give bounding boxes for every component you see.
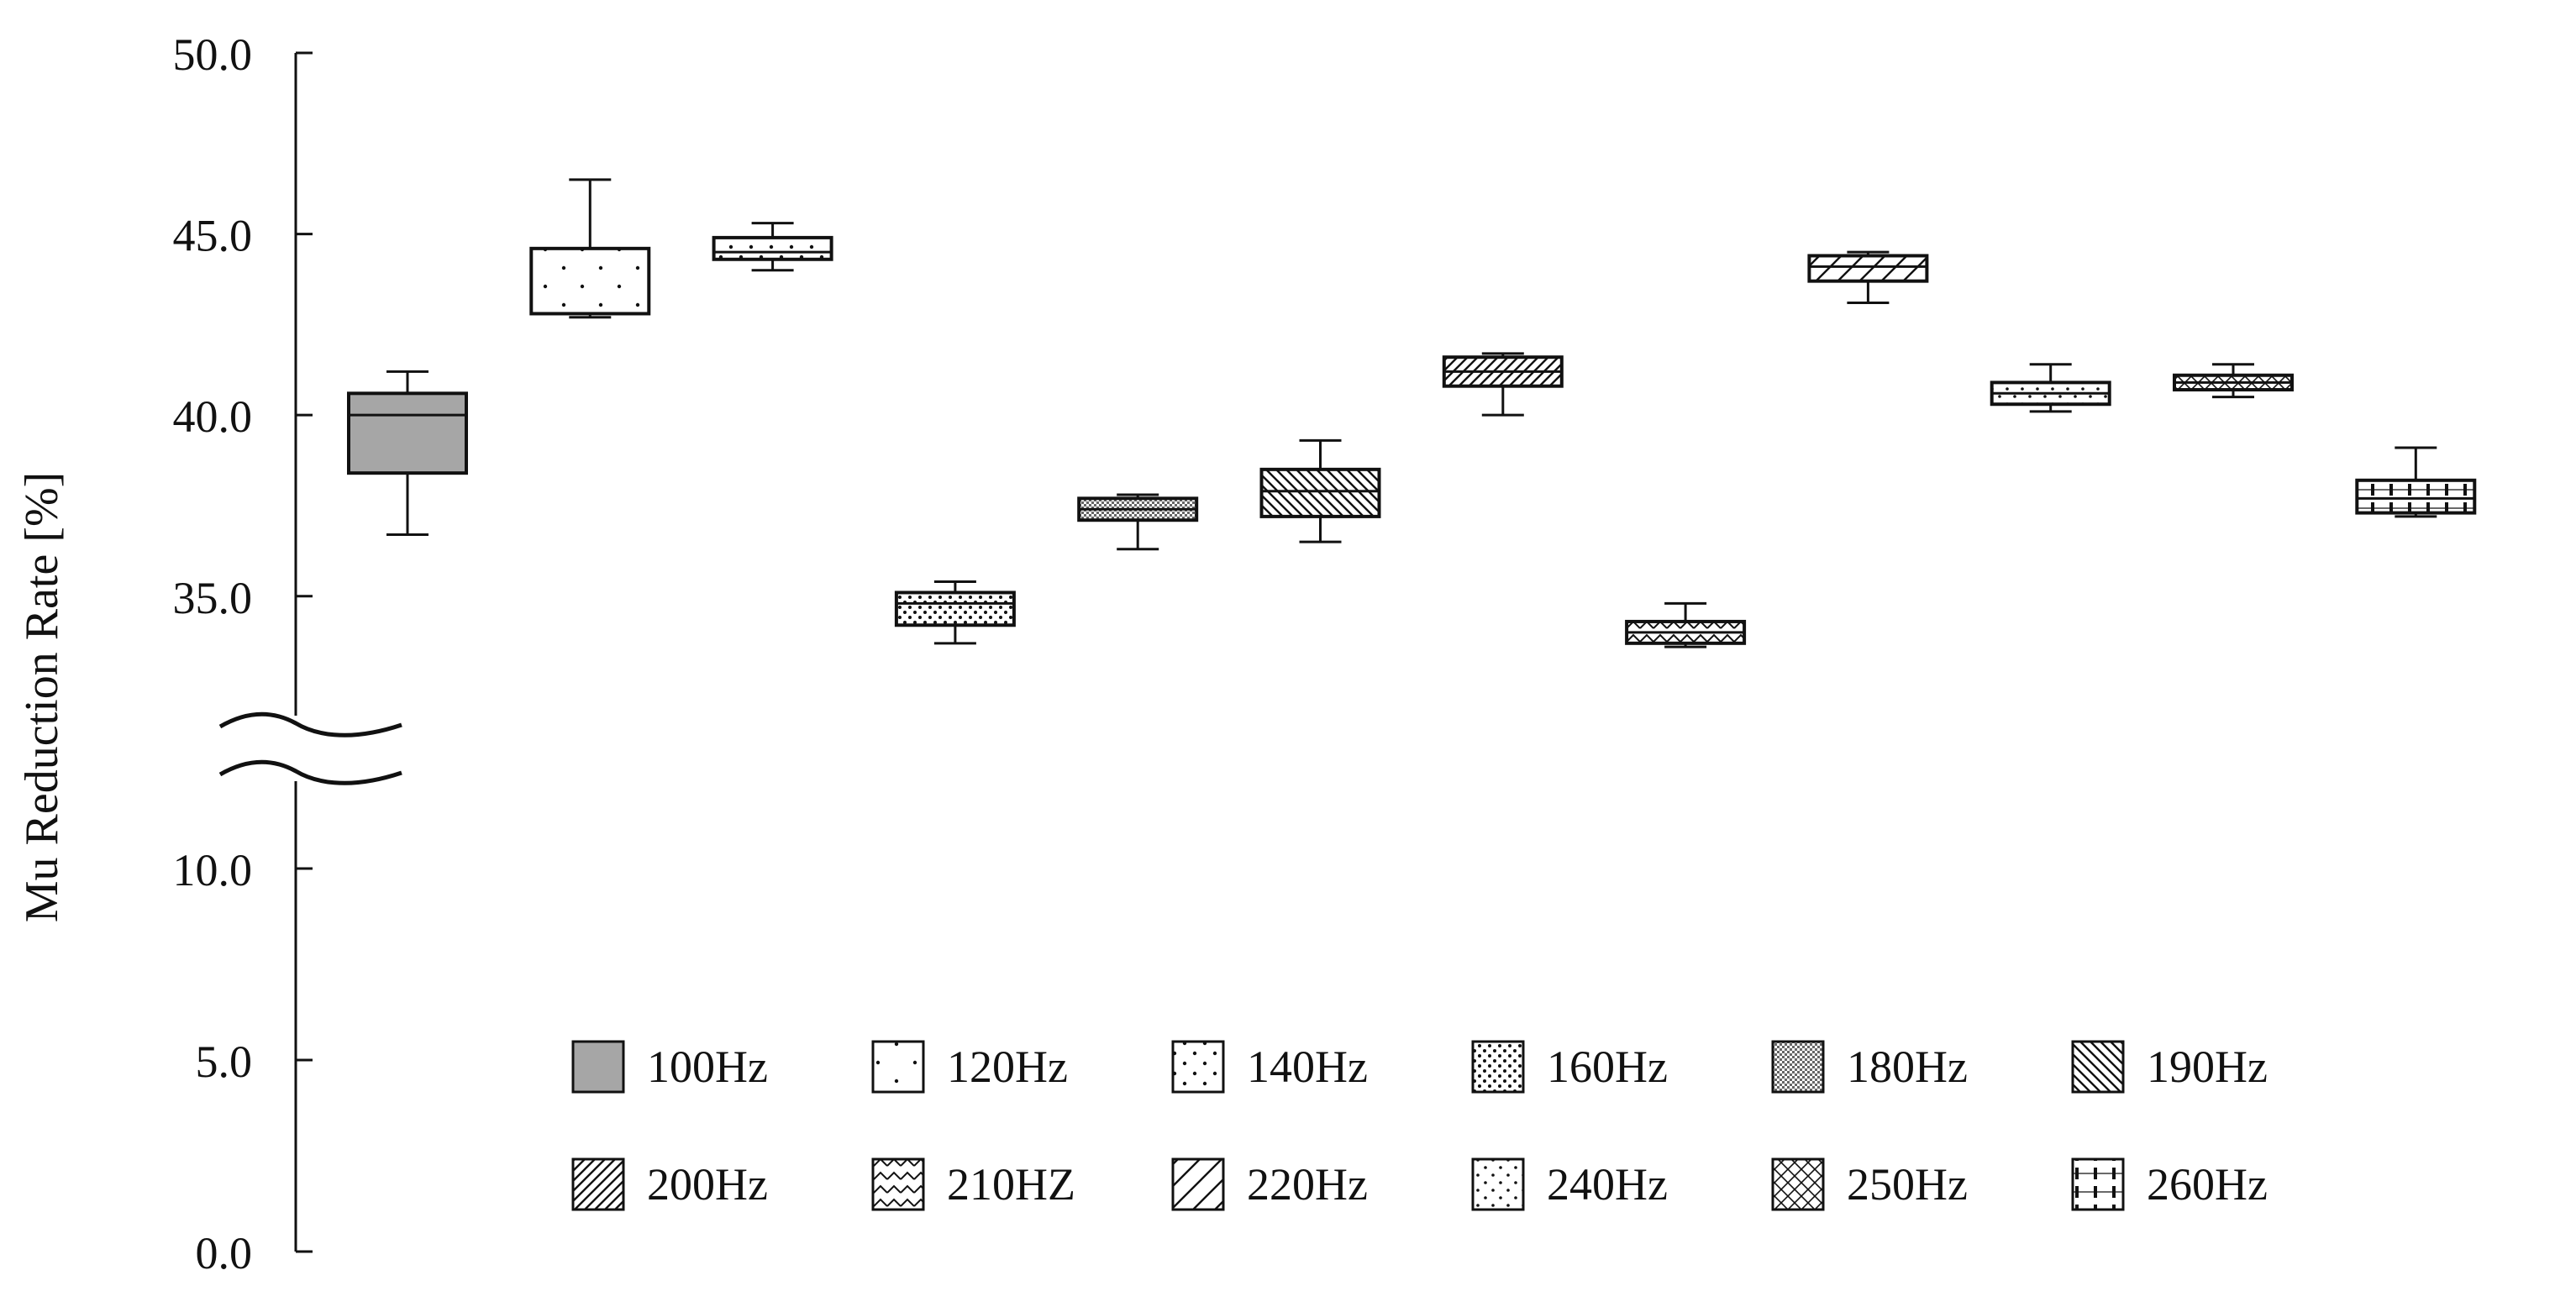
box-140hz [712, 222, 833, 272]
box-iqr [894, 591, 1016, 627]
legend-item-140hz: 140Hz [1171, 1040, 1368, 1094]
legend-label: 240Hz [1547, 1159, 1668, 1210]
box-240hz [1990, 363, 2111, 413]
legend-label: 160Hz [1547, 1042, 1668, 1092]
y-tick-label: 10.0 [173, 845, 253, 895]
legend-item-200hz: 200Hz [571, 1157, 768, 1211]
box-iqr [347, 391, 468, 475]
legend-label: 260Hz [2147, 1159, 2268, 1210]
legend-swatch [1471, 1157, 1525, 1211]
legend-item-160hz: 160Hz [1471, 1040, 1668, 1094]
legend-swatch [2071, 1157, 2125, 1211]
legend-swatch [1171, 1040, 1225, 1094]
legend-swatch [1771, 1040, 1825, 1094]
legend-item-220hz: 220Hz [1171, 1157, 1368, 1211]
legend-swatch [871, 1040, 925, 1094]
box-210hz [1625, 601, 1747, 648]
legend-swatch [571, 1157, 625, 1211]
box-180hz [1077, 493, 1199, 551]
y-axis-ticks: 0.0 5.0 10.0 35.0 40.0 45.0 50.0 [173, 29, 313, 1278]
box-100hz [347, 370, 468, 536]
legend-item-240hz: 240Hz [1471, 1157, 1668, 1211]
legend-item-190hz: 190Hz [2071, 1040, 2268, 1094]
legend-swatch [1771, 1157, 1825, 1211]
box-iqr [2355, 478, 2477, 515]
legend-label: 180Hz [1847, 1042, 1968, 1092]
legend-item-100hz: 100Hz [571, 1040, 768, 1094]
legend-item-260hz: 260Hz [2071, 1157, 2268, 1211]
y-tick-label: 0.0 [196, 1228, 253, 1278]
legend-label: 120Hz [947, 1042, 1068, 1092]
legend-swatch [571, 1040, 625, 1094]
box-200hz [1442, 352, 1564, 417]
legend-swatch [871, 1157, 925, 1211]
legend-item-120hz: 120Hz [871, 1040, 1068, 1094]
y-tick-label: 35.0 [173, 573, 253, 623]
y-tick-label: 50.0 [173, 29, 253, 80]
axis-break-mark [218, 711, 402, 737]
box-190hz [1259, 438, 1381, 543]
legend-item-180hz: 180Hz [1771, 1040, 1968, 1094]
box-220hz [1807, 250, 1929, 305]
legend-label: 200Hz [647, 1159, 768, 1210]
box-iqr [712, 235, 833, 261]
legend-item-250hz: 250Hz [1771, 1157, 1968, 1211]
y-tick-label: 45.0 [173, 211, 253, 261]
box-120hz [529, 178, 651, 319]
legend-swatch [1171, 1157, 1225, 1211]
legend-label: 250Hz [1847, 1159, 1968, 1210]
box-160hz [894, 580, 1016, 645]
legend-label: 140Hz [1247, 1042, 1368, 1092]
box-series-group [347, 178, 2477, 648]
legend-label: 210HZ [947, 1159, 1075, 1210]
legend-label: 220Hz [1247, 1159, 1368, 1210]
legend-label: 100Hz [647, 1042, 768, 1092]
legend-swatch [2071, 1040, 2125, 1094]
y-tick-label: 5.0 [196, 1037, 253, 1087]
y-axis-label: Mu Reduction Rate [%] [16, 472, 68, 923]
box-iqr [529, 246, 651, 316]
legend-swatch [1471, 1040, 1525, 1094]
box-iqr [1807, 254, 1929, 283]
legend-item-210hz: 210HZ [871, 1157, 1075, 1211]
legend: 100Hz 120Hz 140Hz 160Hz 180Hz 190Hz 200Hz 210HZ… [571, 1040, 2268, 1211]
legend-label: 190Hz [2147, 1042, 2268, 1092]
axis-break-mark [218, 759, 402, 785]
y-tick-label: 40.0 [173, 391, 253, 442]
y-axis [218, 53, 402, 1252]
box-260hz [2355, 446, 2477, 518]
box-250hz [2173, 363, 2294, 399]
box-iqr [1259, 467, 1381, 518]
